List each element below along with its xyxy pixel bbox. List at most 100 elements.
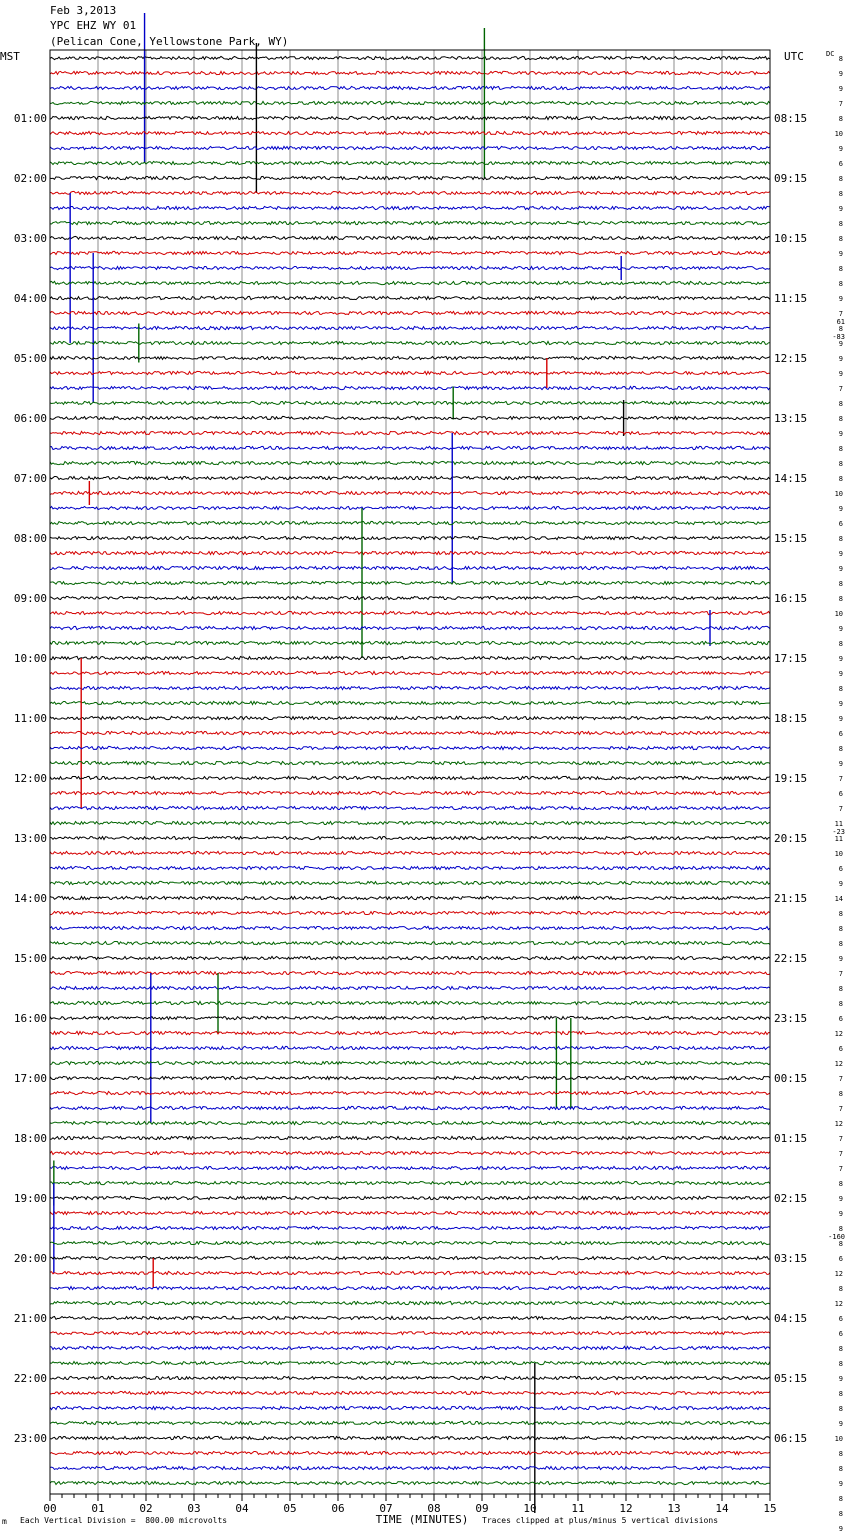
dc-offset-value: 10 (835, 610, 843, 618)
dc-offset-value: 8 (839, 415, 843, 423)
trace-row (49, 1285, 771, 1291)
utc-hour-label: 05:15 (774, 1372, 807, 1385)
trace-row (49, 1030, 771, 1036)
dc-offset-value: 12 (835, 1300, 843, 1308)
dc-offset-value: 9 (839, 565, 843, 573)
dc-offset-value: 8 (839, 535, 843, 543)
trace-row (49, 850, 771, 856)
trace-row (49, 1105, 771, 1111)
x-tick-label: 03 (187, 1502, 200, 1515)
dc-offset-value: 8 (839, 1450, 843, 1458)
dc-offset-value: 6 (839, 520, 843, 528)
dc-offset-value: 8 (839, 595, 843, 603)
mst-hour-label: 23:00 (14, 1432, 47, 1445)
trace-row (49, 505, 771, 511)
trace-row (49, 1390, 771, 1396)
trace-row (49, 715, 771, 721)
dc-offset-value: 12 (835, 1120, 843, 1128)
trace-row (49, 625, 771, 631)
x-tick-label: 12 (619, 1502, 632, 1515)
utc-hour-label: 22:15 (774, 952, 807, 965)
mst-hour-label: 18:00 (14, 1132, 47, 1145)
dc-offset-value: 9 (839, 715, 843, 723)
dc-offset-value: 9 (839, 505, 843, 513)
trace-row (49, 400, 771, 406)
dc-offset-value: 8 (839, 175, 843, 183)
trace-row (49, 175, 771, 181)
trace-row (49, 1150, 771, 1156)
trace-row (49, 1315, 770, 1321)
dc-offset-value: 8 (839, 910, 843, 918)
trace-row (49, 130, 771, 136)
trace-row (49, 1210, 771, 1216)
trace-row (49, 1375, 771, 1381)
clip-note: Traces clipped at plus/minus 5 vertical … (482, 1516, 719, 1525)
mst-hour-label: 21:00 (14, 1312, 47, 1325)
mst-hour-label: 12:00 (14, 772, 47, 785)
dc-offset-value: 8 (839, 940, 843, 948)
corner-mark: m (2, 1517, 7, 1526)
dc-offset-value: 8 (839, 1465, 843, 1473)
dc-offset-value: 8 (839, 1495, 843, 1503)
utc-hour-label: 20:15 (774, 832, 807, 845)
dc-offset-value: 9 (839, 355, 843, 363)
dc-offset-value: 8 (839, 1405, 843, 1413)
dc-offset-value: 8 (839, 235, 843, 243)
utc-hour-label: 09:15 (774, 172, 807, 185)
trace-row (49, 190, 771, 196)
mst-hour-label: 15:00 (14, 952, 47, 965)
dc-offset-value: 9 (839, 1195, 843, 1203)
utc-hour-label: 15:15 (774, 532, 807, 545)
minute-grid (97, 50, 723, 1494)
trace-row (49, 1300, 771, 1306)
trace-row (49, 1015, 771, 1021)
trace-row (49, 1255, 771, 1261)
trace-row (49, 565, 771, 571)
utc-hour-label: 19:15 (774, 772, 807, 785)
trace-row (49, 1420, 771, 1426)
utc-hour-label: 01:15 (774, 1132, 807, 1145)
mst-hour-label: 07:00 (14, 472, 47, 485)
trace-row (49, 355, 771, 361)
mst-hour-label: 14:00 (14, 892, 47, 905)
trace-row (49, 1060, 771, 1066)
trace-row (50, 1180, 771, 1186)
trace-row (49, 970, 771, 976)
mst-hour-label: 11:00 (14, 712, 47, 725)
dc-flag-value: 61 (837, 318, 845, 326)
dc-offset-value: 8 (839, 1345, 843, 1353)
x-tick-label: 08 (427, 1502, 440, 1515)
trace-row (49, 235, 771, 241)
utc-hour-label: 18:15 (774, 712, 807, 725)
dc-offset-value: 8 (839, 1360, 843, 1368)
dc-flag-value: -83 (832, 333, 845, 341)
dc-offset-value: 6 (839, 1045, 843, 1053)
dc-offset-value: 7 (839, 970, 843, 978)
x-tick-label: 02 (139, 1502, 152, 1515)
dc-offset-value: 8 (839, 985, 843, 993)
dc-offset-value: 8 (839, 325, 843, 333)
dc-offset-value: 6 (839, 1015, 843, 1023)
dc-offset-value: 6 (839, 1315, 843, 1323)
trace-row (49, 280, 771, 286)
trace-row (49, 1090, 771, 1096)
dc-offset-value: 12 (835, 1060, 843, 1068)
trace-row (49, 70, 771, 76)
dc-offset-value: 7 (839, 385, 843, 393)
utc-hour-label: 08:15 (774, 112, 807, 125)
trace-row (49, 370, 771, 376)
trace-row (49, 265, 771, 271)
dc-offset-value: 7 (839, 1135, 843, 1143)
dc-offset-value: 8 (839, 280, 843, 288)
trace-row (49, 925, 771, 931)
dc-offset-value: 9 (839, 1375, 843, 1383)
trace-row (49, 865, 771, 871)
dc-offset-value: 9 (839, 145, 843, 153)
trace-row (49, 610, 771, 616)
dc-offset-value: 8 (839, 55, 843, 63)
mst-hour-label: 17:00 (14, 1072, 47, 1085)
dc-flag-value: -160 (828, 1233, 845, 1241)
trace-row (49, 250, 771, 256)
dc-offset-value: 9 (839, 340, 843, 348)
dc-offset-value: 8 (839, 1510, 843, 1518)
